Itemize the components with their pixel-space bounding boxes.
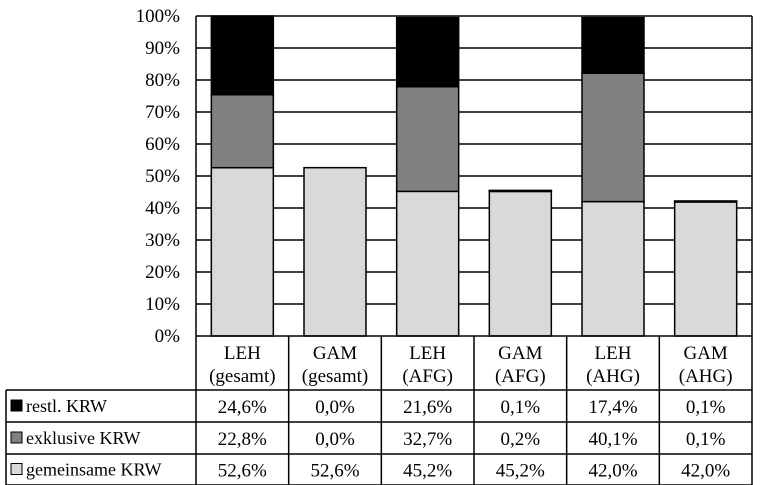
y-tick-label: 40% bbox=[145, 198, 180, 219]
y-tick-label: 10% bbox=[145, 294, 180, 315]
legend-swatch bbox=[10, 463, 23, 475]
table-cell-value: 45,2% bbox=[496, 461, 545, 482]
y-tick-label: 90% bbox=[145, 38, 180, 59]
y-tick-label: 80% bbox=[145, 70, 180, 91]
legend-label: exklusive KRW bbox=[26, 428, 141, 448]
bar-segment-gemeinsame-krw bbox=[303, 166, 367, 337]
x-category-label: (AFG) bbox=[495, 366, 546, 387]
y-tick-label: 50% bbox=[145, 166, 180, 187]
y-tick-label: 60% bbox=[145, 134, 180, 155]
bar-segment-exklusive-krw bbox=[210, 93, 275, 169]
table-cell-value: 52,6% bbox=[218, 461, 267, 482]
table-cell-value: 45,2% bbox=[403, 461, 452, 482]
table-cell-value: 42,0% bbox=[588, 461, 637, 482]
table-cell-value: 24,6% bbox=[218, 397, 267, 418]
table-cell-value: 0,0% bbox=[315, 397, 355, 418]
bar-segment-gemeinsame-krw bbox=[488, 190, 553, 337]
x-category-label: LEH bbox=[409, 343, 446, 364]
table-cell-value: 42,0% bbox=[681, 461, 730, 482]
x-category-label: GAM bbox=[683, 343, 727, 364]
table-cell-value: 0,1% bbox=[501, 397, 541, 418]
bar-segment-restl-krw bbox=[210, 15, 275, 96]
table-cell-value: 21,6% bbox=[403, 397, 452, 418]
bar-segment-restl-krw bbox=[488, 189, 553, 192]
bar-segment-gemeinsame-krw bbox=[395, 190, 460, 337]
legend-label: gemeinsame KRW bbox=[26, 460, 161, 480]
bar-segment-restl-krw bbox=[673, 200, 738, 203]
x-category-label: (AHG) bbox=[679, 366, 733, 387]
legend-label: restl. KRW bbox=[26, 396, 107, 416]
x-category-label: (gesamt) bbox=[302, 366, 368, 387]
y-tick-label: 100% bbox=[136, 6, 181, 27]
x-category-label: GAM bbox=[498, 343, 542, 364]
y-tick-label: 30% bbox=[145, 230, 180, 251]
y-tick-label: 70% bbox=[145, 102, 180, 123]
x-category-label: LEH bbox=[224, 343, 261, 364]
table-cell-value: 0,2% bbox=[501, 429, 541, 450]
table-cell-value: 17,4% bbox=[588, 397, 637, 418]
bar-segment-gemeinsame-krw bbox=[673, 200, 738, 337]
table-cell-value: 0,1% bbox=[686, 429, 726, 450]
x-category-label: (AHG) bbox=[586, 366, 640, 387]
x-category-label: (gesamt) bbox=[209, 366, 275, 387]
table-cell-value: 22,8% bbox=[218, 429, 267, 450]
x-category-label: LEH bbox=[595, 343, 632, 364]
y-tick-label: 0% bbox=[155, 326, 181, 347]
table-cell-value: 40,1% bbox=[588, 429, 637, 450]
x-category-label: GAM bbox=[313, 343, 357, 364]
bar-segment-exklusive-krw bbox=[581, 72, 645, 203]
bar-segment-restl-krw bbox=[581, 16, 645, 75]
table-cell-value: 52,6% bbox=[310, 461, 359, 482]
legend-swatch bbox=[10, 399, 23, 412]
bar-segment-gemeinsame-krw bbox=[210, 166, 275, 337]
bar-segment-restl-krw bbox=[395, 16, 460, 88]
table-cell-value: 0,1% bbox=[686, 397, 726, 418]
bar-segment-gemeinsame-krw bbox=[581, 200, 645, 337]
table-cell-value: 0,0% bbox=[315, 429, 355, 450]
x-category-label: (AFG) bbox=[402, 366, 453, 387]
y-tick-label: 20% bbox=[145, 262, 180, 283]
bar-segment-exklusive-krw bbox=[395, 85, 460, 193]
legend-swatch bbox=[10, 431, 23, 444]
table-cell-value: 32,7% bbox=[403, 429, 452, 450]
